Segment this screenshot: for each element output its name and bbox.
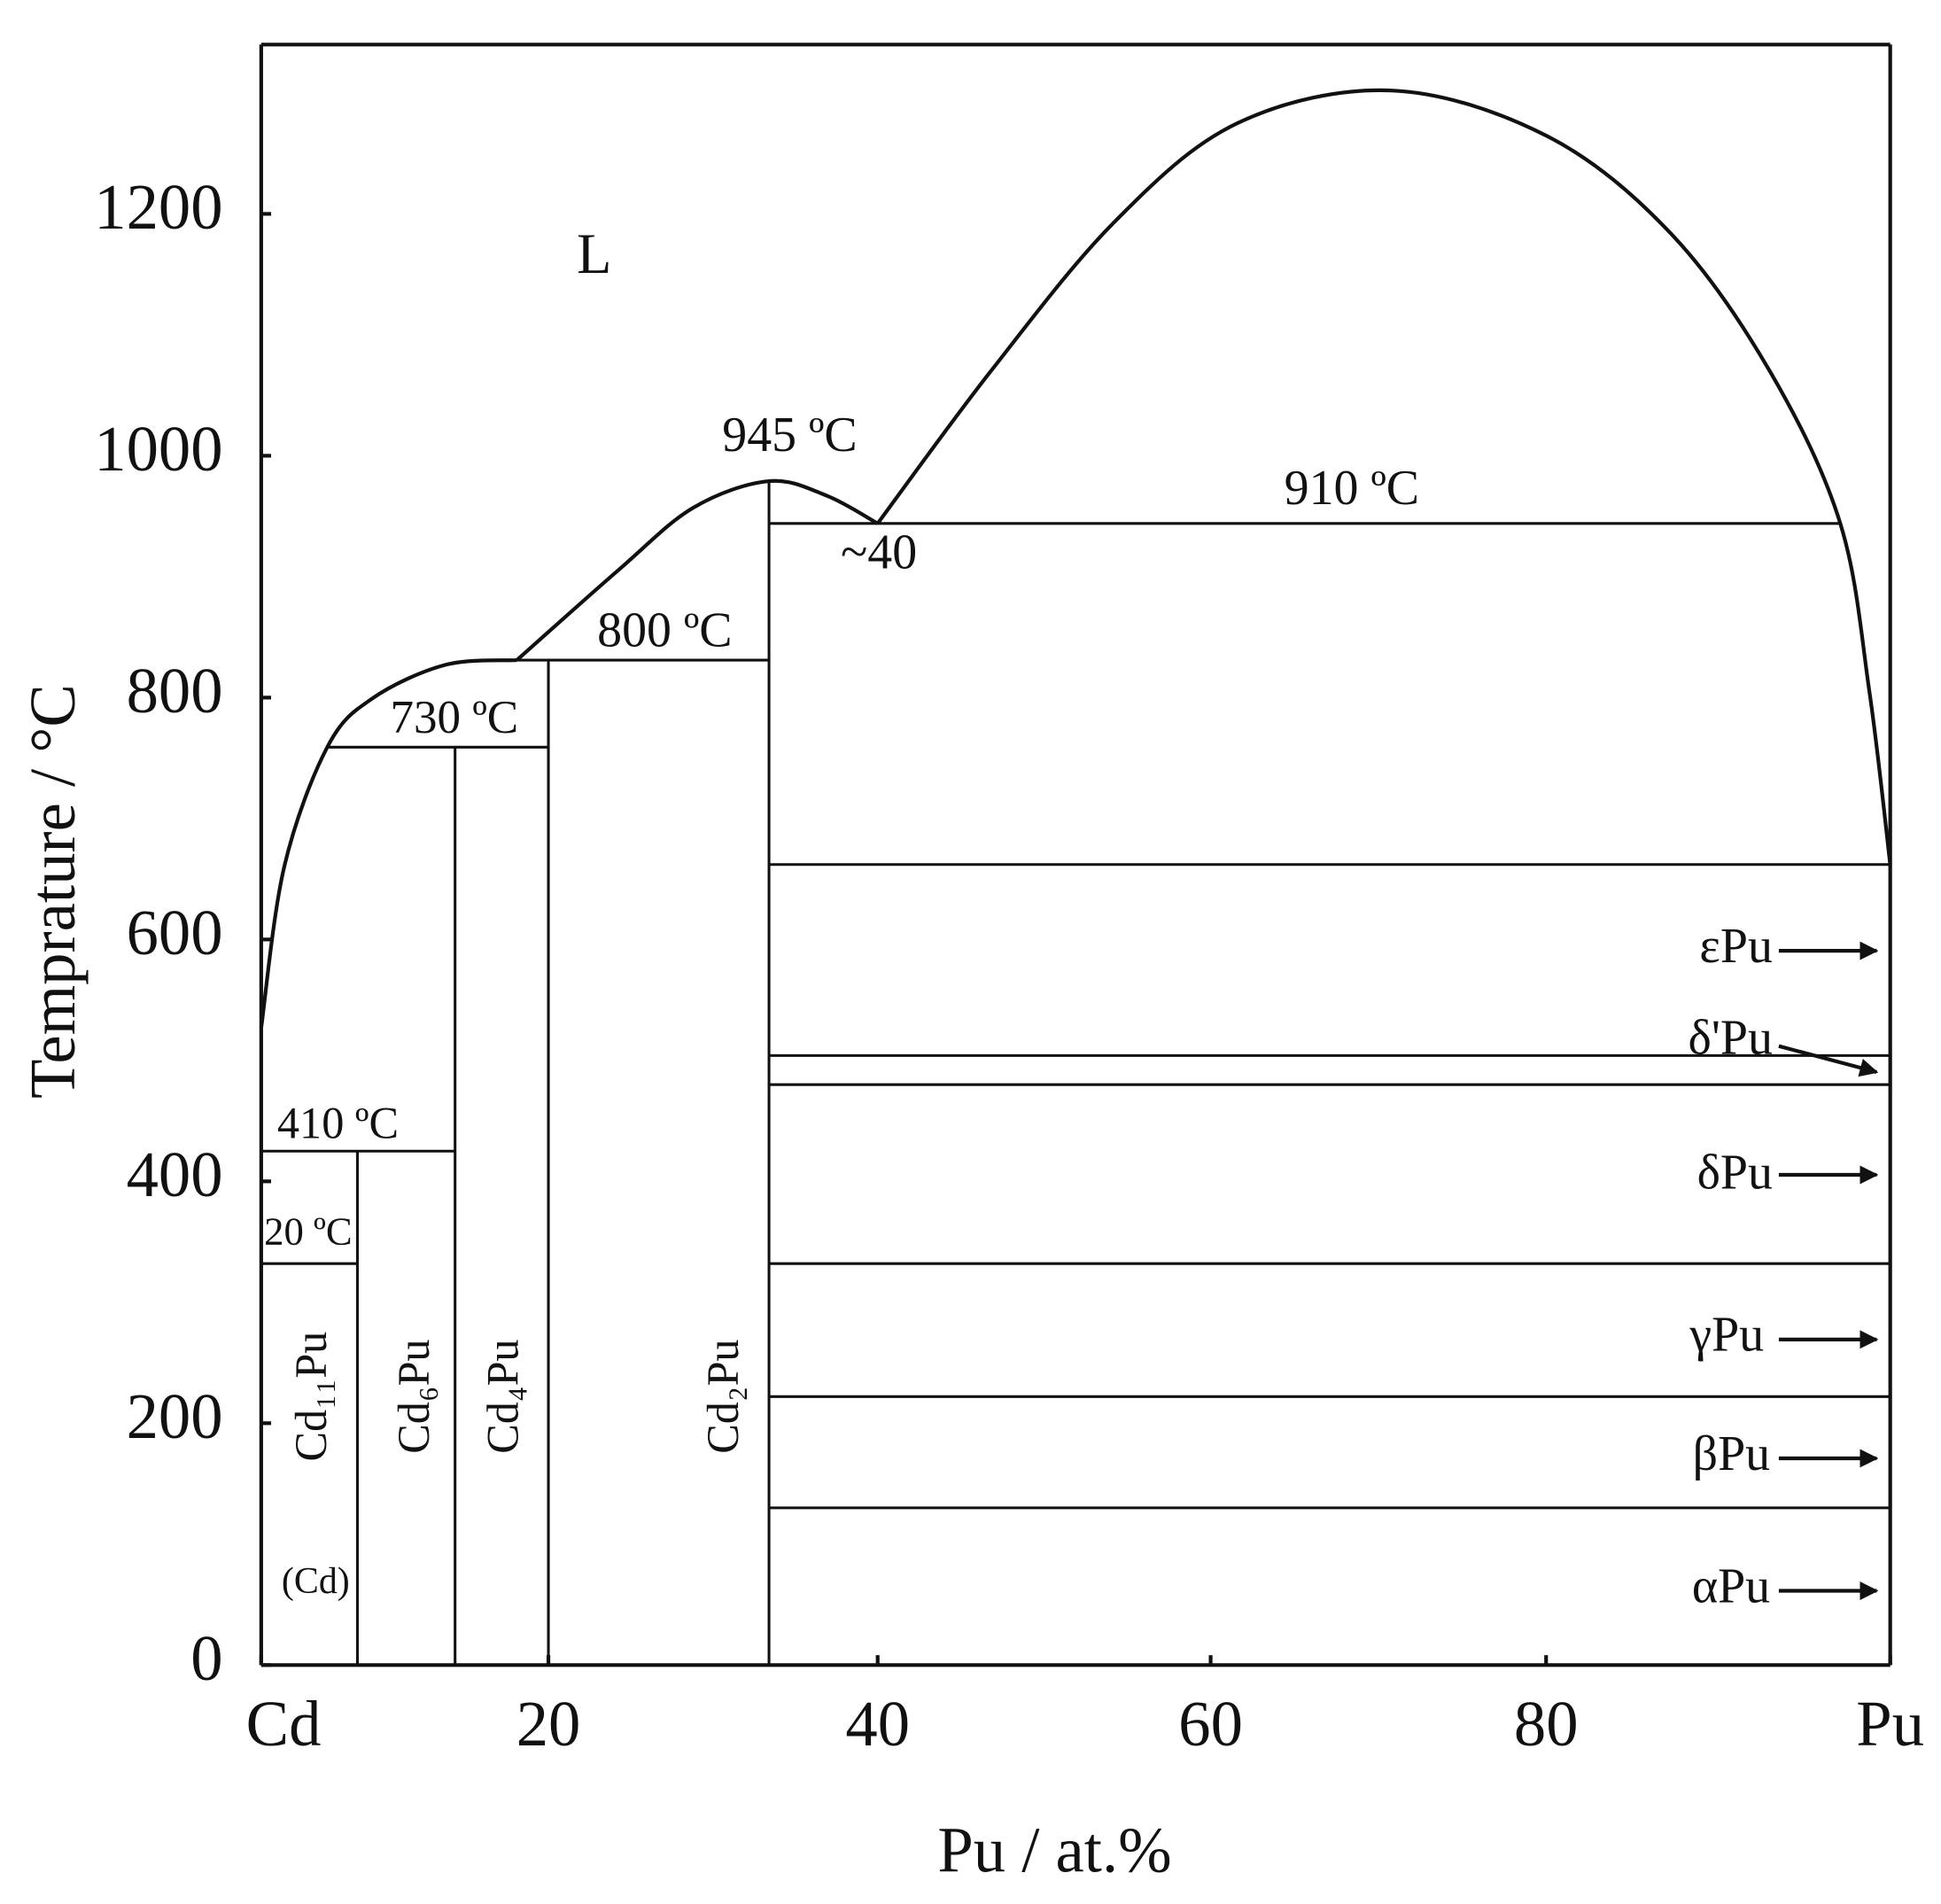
- liquidus-curve: [259, 657, 517, 1029]
- y-axis-title: Temprature / °C: [17, 684, 89, 1099]
- x-tick-label: 40: [845, 1688, 910, 1760]
- phase-label: Cd₂Pu: [698, 1339, 748, 1453]
- x-axis-title: Pu / at.%: [937, 1815, 1171, 1886]
- phase-label: L: [577, 222, 611, 285]
- phase-label: 800 ºC: [597, 603, 732, 658]
- phase-label: εPu: [1699, 919, 1772, 974]
- phase-label: δ'Pu: [1689, 1010, 1773, 1065]
- y-tick-label: 1000: [94, 413, 222, 485]
- phase-label: Cd₁₁Pu: [286, 1332, 336, 1462]
- phase-label: Cd₄Pu: [477, 1339, 527, 1453]
- y-tick-label: 400: [127, 1139, 223, 1210]
- liquidus-curve: [515, 478, 879, 662]
- phase-label: Cd₆Pu: [389, 1339, 439, 1453]
- phase-label: 410 ºC: [277, 1098, 399, 1147]
- phase-label: 945 ºC: [722, 408, 857, 462]
- phase-label: δPu: [1697, 1146, 1773, 1201]
- label-arrow: [1778, 1044, 1879, 1077]
- x-tick-label: Cd: [246, 1688, 322, 1760]
- y-tick-label: 200: [127, 1380, 223, 1452]
- y-tick-label: 1200: [94, 171, 222, 243]
- y-tick-label: 800: [127, 655, 223, 727]
- x-tick-label: 80: [1514, 1688, 1579, 1760]
- y-tick-label: 0: [190, 1622, 222, 1694]
- phase-label: 20 ºC: [264, 1209, 353, 1254]
- phase-label: αPu: [1692, 1558, 1770, 1613]
- phase-label: 730 ºC: [390, 692, 518, 743]
- phase-label: 910 ºC: [1285, 461, 1419, 516]
- x-tick-label: 60: [1178, 1688, 1243, 1760]
- x-tick-label: Pu: [1856, 1688, 1924, 1760]
- phase-label: γPu: [1689, 1308, 1764, 1363]
- phase-label: ~40: [841, 525, 917, 580]
- x-tick-label: 20: [516, 1688, 581, 1760]
- phase-label: (Cd): [282, 1561, 350, 1602]
- y-tick-label: 600: [127, 897, 223, 968]
- liquidus-curve: [876, 88, 1892, 865]
- phase-label: βPu: [1693, 1426, 1770, 1481]
